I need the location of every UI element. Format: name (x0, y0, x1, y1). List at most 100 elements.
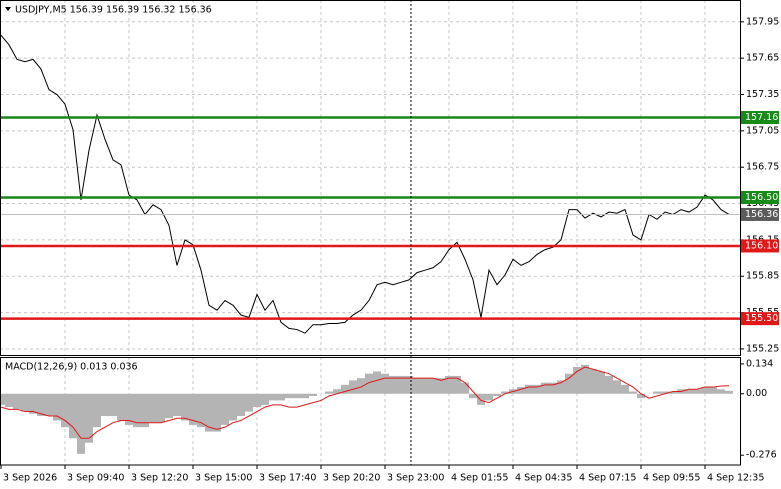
y-tick-label: 155.25 (746, 343, 779, 354)
chart-title: USDJPY,M5 156.39 156.39 156.32 156.36 (15, 5, 212, 16)
macd-bar (69, 393, 77, 439)
macd-bar (405, 375, 413, 394)
last-price-box (741, 207, 779, 221)
macd-bar (653, 391, 661, 394)
macd-bar (165, 393, 173, 419)
macd-bar (13, 393, 21, 410)
level-box (741, 111, 779, 125)
macd-bar (477, 393, 485, 405)
macd-bar (629, 391, 637, 394)
macd-bar (261, 393, 269, 405)
macd-bar (253, 393, 261, 408)
macd-bar (333, 389, 341, 394)
macd-bar (549, 382, 557, 394)
macd-bar (0, 393, 5, 405)
macd-bar (373, 371, 381, 394)
macd-frame (0, 357, 741, 466)
y-tick-label: 155.85 (746, 271, 779, 282)
macd-bar (357, 378, 365, 394)
macd-bar (221, 393, 229, 425)
macd-bar (469, 393, 477, 399)
macd-bar (613, 380, 621, 394)
macd-bar (197, 393, 205, 428)
macd-bar (173, 393, 181, 417)
macd-bar (725, 390, 733, 394)
macd-bar (437, 378, 445, 394)
macd-bar (189, 393, 197, 425)
macd-bar (229, 393, 237, 421)
macd-bar (205, 393, 213, 432)
macd-y-tick-label: 0.00 (746, 388, 767, 399)
y-tick-label: 157.35 (746, 89, 779, 100)
level-label: 157.16 (745, 112, 778, 123)
macd-bar (621, 384, 629, 394)
last-price-label: 156.36 (745, 209, 778, 220)
macd-bar (517, 387, 525, 394)
x-tick-label: 4 Sep 04:35 (515, 473, 572, 484)
price-line (0, 34, 730, 334)
macd-bar (669, 391, 677, 394)
macd-bar (325, 391, 333, 394)
macd-bar (581, 364, 589, 394)
main-frame (0, 0, 741, 356)
macd-bar (341, 384, 349, 394)
level-box (741, 239, 779, 253)
plot-layer (0, 34, 740, 454)
macd-bar (237, 393, 245, 417)
macd-bar (445, 375, 453, 394)
macd-bar (141, 393, 149, 428)
macd-bar (389, 375, 397, 394)
x-tick-label: 3 Sep 12:20 (131, 473, 188, 484)
level-box (741, 312, 779, 326)
x-tick-label: 3 Sep 09:40 (67, 473, 124, 484)
y-tick-label: 157.65 (746, 53, 779, 64)
macd-bar (149, 393, 157, 423)
macd-bar (285, 393, 293, 399)
macd-bar (541, 382, 549, 394)
macd-bar (5, 393, 13, 408)
macd-bar (269, 393, 277, 401)
macd-bar (485, 393, 493, 401)
macd-y-tick-label: 0.134 (746, 358, 773, 369)
macd-bar (461, 382, 469, 394)
macd-bar (565, 373, 573, 394)
macd-bar (349, 380, 357, 394)
macd-bar (101, 393, 109, 417)
x-tick-label: 3 Sep 20:20 (323, 473, 380, 484)
macd-bar (53, 393, 61, 421)
macd-bar (45, 393, 53, 417)
macd-bar (429, 378, 437, 394)
macd-title: MACD(12,26,9) 0.013 0.036 (5, 362, 138, 373)
macd-y-tick-label: -0.276 (746, 450, 777, 461)
macd-bar (533, 384, 541, 394)
macd-bar (37, 393, 45, 417)
macd-bar (61, 393, 69, 428)
macd-bar (661, 391, 669, 394)
x-tick-label: 4 Sep 07:15 (579, 473, 636, 484)
macd-bar (597, 371, 605, 394)
macd-bar (77, 393, 85, 454)
macd-bar (717, 389, 725, 394)
macd-bar (493, 393, 501, 396)
macd-bar (21, 393, 29, 412)
level-box (741, 190, 779, 204)
macd-bar (277, 393, 285, 401)
macd-bar (397, 375, 405, 394)
signal-line (0, 366, 730, 439)
y-tick-label: 157.95 (746, 16, 779, 27)
label-layer: 3 Sep 2026 3 Sep 09:40 3 Sep 12:20 3 Sep 15… (0, 16, 779, 484)
macd-bar (213, 393, 221, 432)
macd-bar (157, 393, 165, 423)
x-tick-label: 3 Sep 15:00 (195, 473, 252, 484)
y-tick-label: 157.05 (746, 125, 779, 136)
level-label: 156.10 (745, 240, 778, 251)
level-label: 155.50 (745, 313, 778, 324)
macd-bar (181, 393, 189, 421)
macd-bar (573, 367, 581, 394)
macd-bar (93, 393, 101, 428)
macd-bar (501, 391, 509, 394)
macd-bar (301, 393, 309, 399)
macd-bar (421, 378, 429, 394)
